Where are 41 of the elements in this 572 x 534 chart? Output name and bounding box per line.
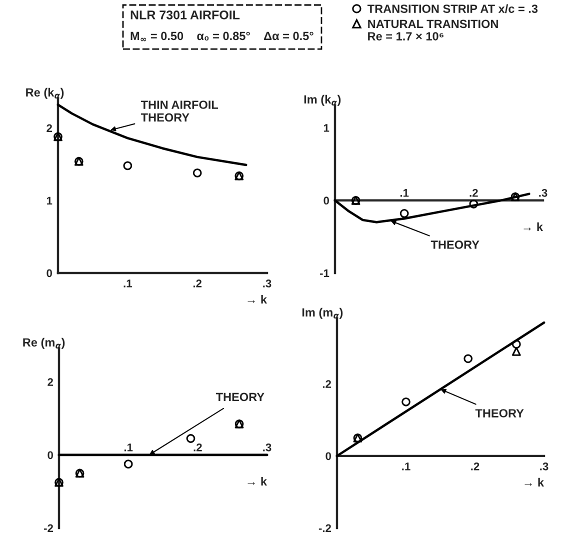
x-tick-label: .3 — [263, 280, 272, 288]
y-tick-label: -2 — [44, 524, 53, 532]
x-tick-label: .3 — [540, 462, 548, 470]
y-tick-label: -1 — [320, 269, 330, 278]
legend-label: NATURAL TRANSITION — [368, 20, 498, 28]
x-tick-label: .1 — [402, 462, 410, 470]
annotation: THIN AIRFOIL THEORY — [140, 100, 218, 122]
x-tick-label: .2 — [193, 280, 202, 288]
y-tick-label: 2 — [46, 124, 52, 132]
x-axis-title: → k — [524, 478, 544, 486]
x-tick-label: .3 — [263, 443, 272, 452]
annotation: THEORY — [216, 392, 264, 402]
x-tick-label: .1 — [124, 280, 132, 288]
y-tick-label: 0 — [324, 196, 329, 205]
x-tick-label: .2 — [194, 443, 202, 452]
legend-label: TRANSITION STRIP AT x/c = .3 — [367, 4, 538, 14]
x-axis-title: → k — [248, 295, 268, 304]
chart-subtitle: M$_{∞}$ = 0.50 α₀ = 0.85° Δα = 0.5° — [130, 32, 314, 42]
y-tick-label: 0 — [326, 452, 331, 460]
y-axis-title: Re (k$_{α}$) — [26, 88, 64, 99]
x-tick-label: .1 — [124, 444, 133, 452]
y-axis-title: Im (m$_{α}$) — [302, 308, 343, 319]
annotation: THEORY — [475, 409, 524, 418]
y-axis-title: Re (m$_{α}$) — [23, 338, 65, 349]
y-tick-label: -.2 — [318, 524, 331, 532]
y-tick-label: .2 — [322, 380, 331, 388]
annotation: THEORY — [430, 240, 480, 249]
y-tick-label: 1 — [324, 124, 330, 132]
text: Re = 1.7 × 10⁶ — [368, 32, 444, 40]
x-tick-label: .1 — [400, 189, 409, 197]
y-axis-title: Im (k$_{α}$) — [304, 94, 341, 106]
y-tick-label: 0 — [48, 451, 53, 460]
x-tick-label: .2 — [470, 188, 478, 197]
x-tick-label: .2 — [471, 462, 480, 470]
x-axis-title: → k — [248, 476, 268, 486]
x-axis-title: → k — [524, 222, 544, 231]
x-tick-label: .3 — [539, 188, 548, 197]
y-tick-label: 1 — [46, 196, 52, 205]
chart-title: NLR 7301 AIRFOIL — [130, 10, 240, 20]
y-tick-label: 0 — [46, 269, 52, 278]
y-tick-label: 2 — [48, 378, 53, 386]
